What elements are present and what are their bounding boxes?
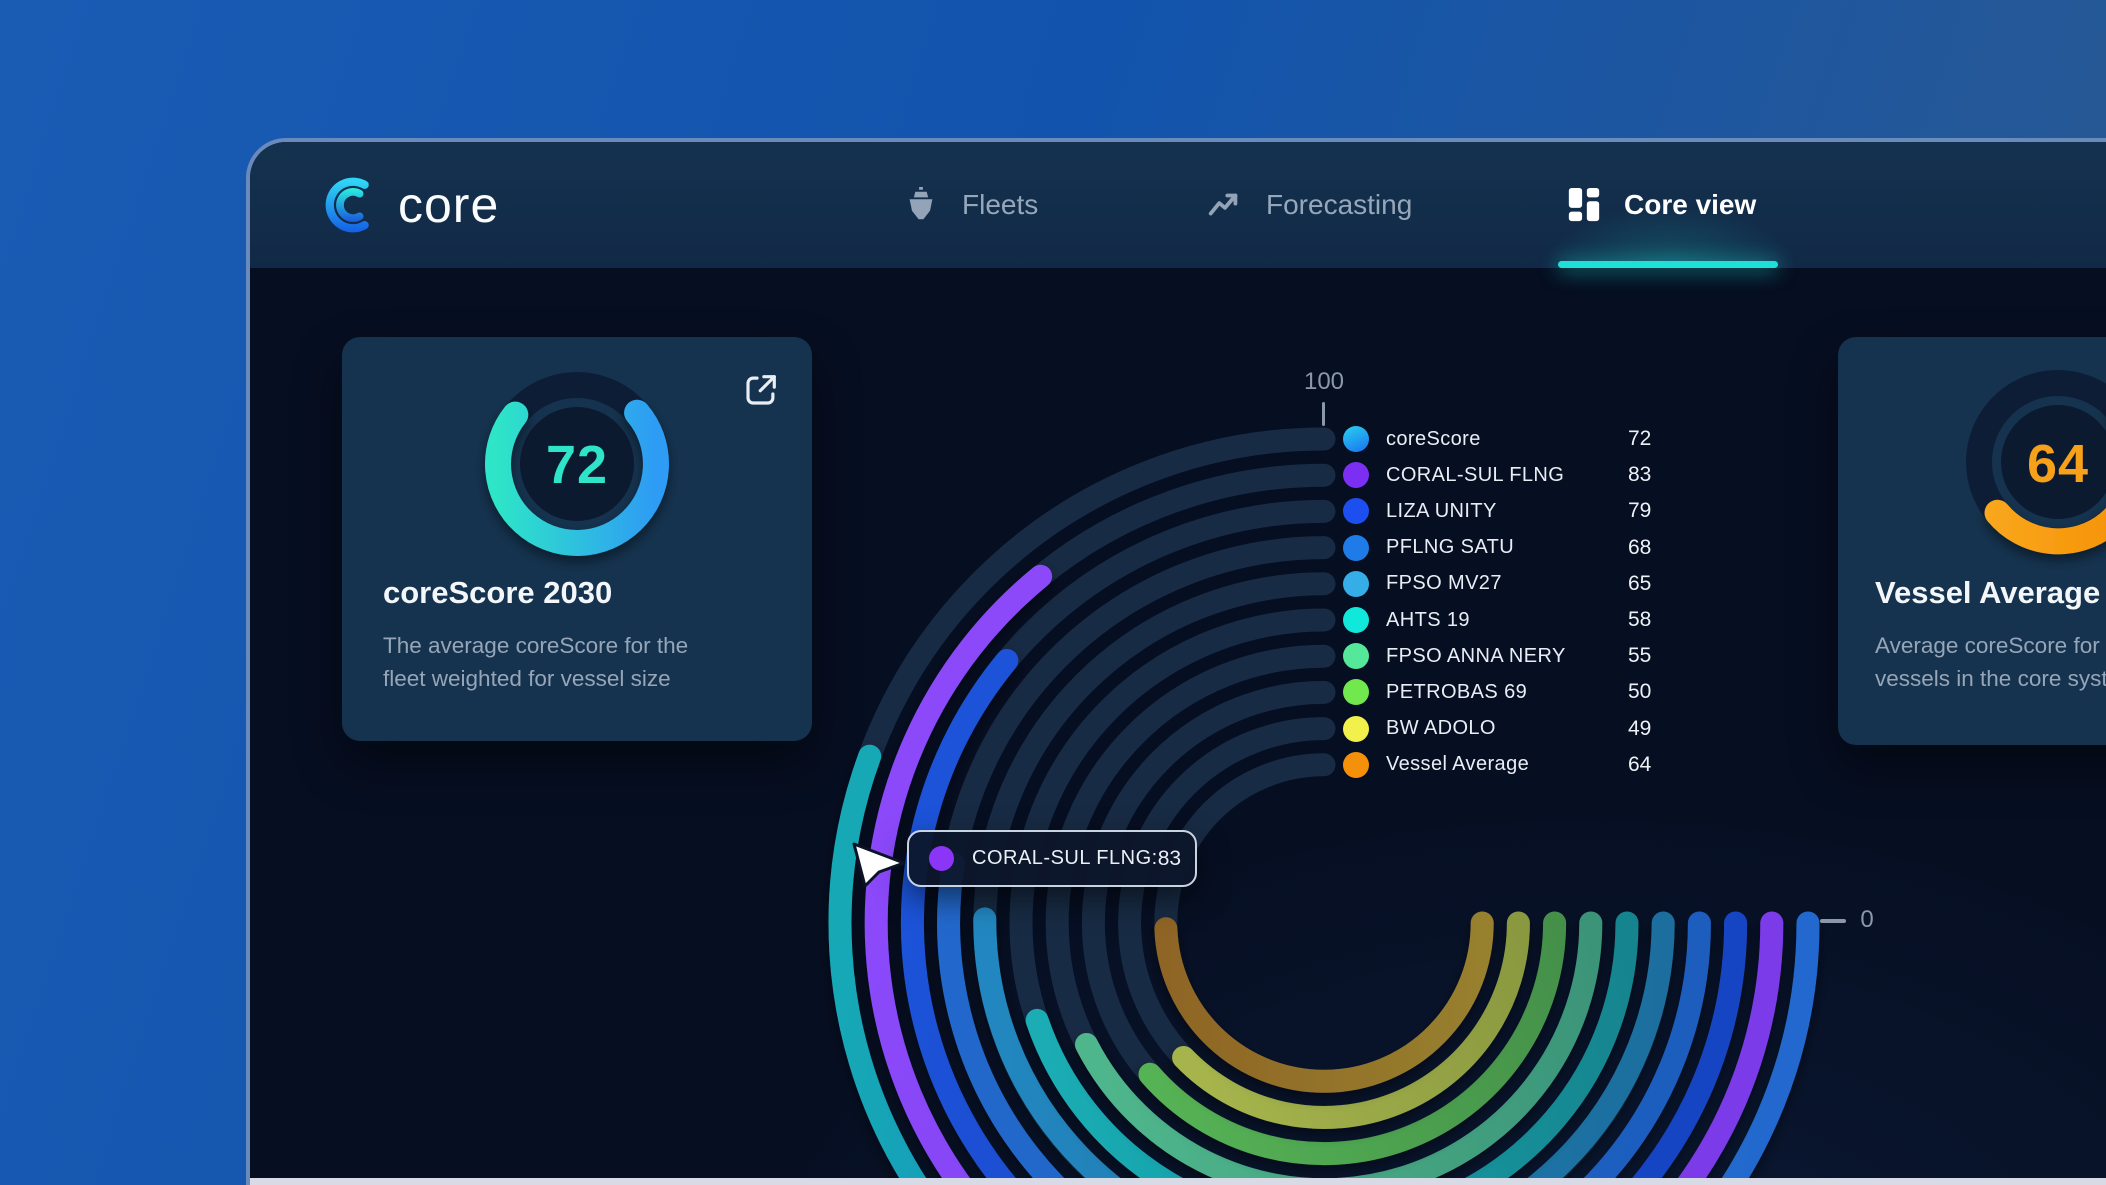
- card-corescore-2030: coreScore 2030 The average coreScore for…: [342, 337, 812, 741]
- legend-value: 68: [1628, 535, 1652, 559]
- gauge-value: 72: [545, 435, 609, 495]
- nav-item-fleets[interactable]: Fleets: [902, 142, 1038, 268]
- chart-tooltip: CORAL-SUL FLNG: 83: [907, 830, 1197, 887]
- dashboard-grid-icon: [1568, 187, 1600, 222]
- card-title: coreScore 2030: [383, 575, 613, 610]
- legend-label: BW ADOLO: [1386, 717, 1496, 740]
- legend-value: 58: [1628, 608, 1652, 631]
- legend-item[interactable]: CORAL-SUL FLNG 83: [1340, 461, 1672, 489]
- app-canvas: core Fleets: [250, 142, 2106, 1185]
- tooltip-value: 83: [1157, 846, 1182, 870]
- card-title: Vessel Average: [1875, 575, 2101, 610]
- legend-item[interactable]: FPSO MV27 65: [1340, 570, 1672, 598]
- legend-label: Vessel Average: [1386, 753, 1530, 776]
- legend-item[interactable]: PFLNG SATU 68: [1340, 534, 1672, 562]
- card-description: Average coreScore for vessels in the cor…: [1875, 629, 2106, 695]
- legend-item[interactable]: PETROBAS 69 50: [1340, 678, 1672, 706]
- legend-dot: [1343, 534, 1369, 561]
- nav-item-label: Fleets: [962, 189, 1039, 220]
- axis-min-tick: [1820, 919, 1846, 923]
- gauge-value: 64: [2026, 434, 2090, 494]
- radial-track: [1154, 753, 1494, 1093]
- nav-item-label: Core view: [1624, 189, 1757, 220]
- legend-item[interactable]: Vessel Average 64: [1340, 751, 1672, 779]
- radial-bar-corescore[interactable]: [828, 744, 1820, 1185]
- legend-dot: [1343, 751, 1369, 778]
- legend-item[interactable]: LIZA UNITY 79: [1340, 497, 1672, 525]
- legend-label: FPSO MV27: [1386, 572, 1502, 595]
- desc-line: vessels in the core syst: [1875, 666, 2106, 691]
- trend-up-icon: [1208, 193, 1238, 216]
- ship-icon: [909, 186, 933, 220]
- legend-item[interactable]: BW ADOLO 49: [1340, 715, 1672, 743]
- axis-max-label: 100: [1303, 368, 1345, 395]
- legend-dot: [1343, 679, 1369, 706]
- legend-item[interactable]: AHTS 19 58: [1340, 606, 1672, 634]
- legend-label: PETROBAS 69: [1386, 680, 1528, 703]
- app-window: core Fleets: [246, 138, 2106, 1185]
- radial-bar-vessel-average[interactable]: [1154, 911, 1494, 1093]
- legend-value: 79: [1628, 499, 1652, 523]
- legend-dot: [1343, 462, 1369, 489]
- legend-dot: [1343, 715, 1369, 742]
- brand[interactable]: core: [320, 142, 499, 268]
- legend-dot: [1343, 426, 1369, 452]
- legend-value: 49: [1628, 716, 1652, 740]
- radial-bar-ahts-19[interactable]: [1025, 911, 1639, 1185]
- core-logo-icon: [325, 177, 369, 233]
- legend-label: coreScore: [1386, 427, 1481, 450]
- legend-item[interactable]: FPSO ANNA NERY 55: [1340, 642, 1672, 670]
- legend-value: 83: [1628, 463, 1652, 487]
- mouse-cursor-icon: [852, 842, 906, 888]
- legend-value: 55: [1628, 644, 1652, 668]
- expand-card-button[interactable]: [742, 371, 780, 409]
- legend-value: 50: [1628, 680, 1652, 704]
- top-nav: [250, 142, 2106, 268]
- radial-bar-bw-adolo[interactable]: [1172, 911, 1530, 1129]
- window-bottom-edge: [250, 1178, 2106, 1185]
- radial-bar-fpso-anna-nery[interactable]: [1075, 911, 1603, 1185]
- radial-bar-petrobas-69[interactable]: [1138, 911, 1567, 1166]
- legend-label: AHTS 19: [1386, 608, 1470, 631]
- tooltip-series-dot: [929, 846, 954, 871]
- active-tab-indicator: [1558, 261, 1778, 268]
- legend-value: 65: [1628, 571, 1652, 595]
- nav-item-forecasting[interactable]: Forecasting: [1204, 142, 1412, 268]
- legend-dot: [1343, 498, 1369, 525]
- axis-min-label: 0: [1860, 906, 1874, 933]
- tooltip-label: CORAL-SUL FLNG:: [972, 847, 1158, 869]
- card-vessel-average: Vessel Average Average coreScore for ves…: [1838, 337, 2106, 745]
- desc-line: The average coreScore for the: [383, 633, 689, 658]
- legend-dot: [1343, 570, 1369, 597]
- legend-label: FPSO ANNA NERY: [1386, 644, 1566, 667]
- axis-max-tick: [1322, 402, 1325, 426]
- legend-dot: [1343, 643, 1369, 670]
- radial-bar-fpso-mv27[interactable]: [973, 907, 1675, 1185]
- chart-legend: coreScore 72 CORAL-SUL FLNG 83 LIZA UNITY 79 P…: [1340, 142, 1680, 800]
- legend-label: LIZA UNITY: [1386, 499, 1497, 522]
- legend-label: CORAL-SUL FLNG: [1386, 463, 1565, 486]
- legend-value: 72: [1628, 427, 1652, 450]
- nav-item-label: Forecasting: [1266, 189, 1413, 220]
- card-description: The average coreScore for the fleet weig…: [383, 629, 688, 695]
- legend-item[interactable]: coreScore 72: [1340, 425, 1672, 453]
- radial-bar-pflng-satu[interactable]: [937, 852, 1711, 1185]
- legend-value: 64: [1628, 752, 1652, 776]
- desc-line: fleet weighted for vessel size: [383, 666, 671, 691]
- desc-line: Average coreScore for: [1875, 633, 2100, 658]
- brand-name: core: [398, 177, 500, 233]
- legend-label: PFLNG SATU: [1386, 536, 1515, 559]
- external-link-icon: [746, 375, 776, 405]
- nav-item-core-view[interactable]: Core view: [1566, 142, 1756, 268]
- legend-dot: [1343, 607, 1369, 633]
